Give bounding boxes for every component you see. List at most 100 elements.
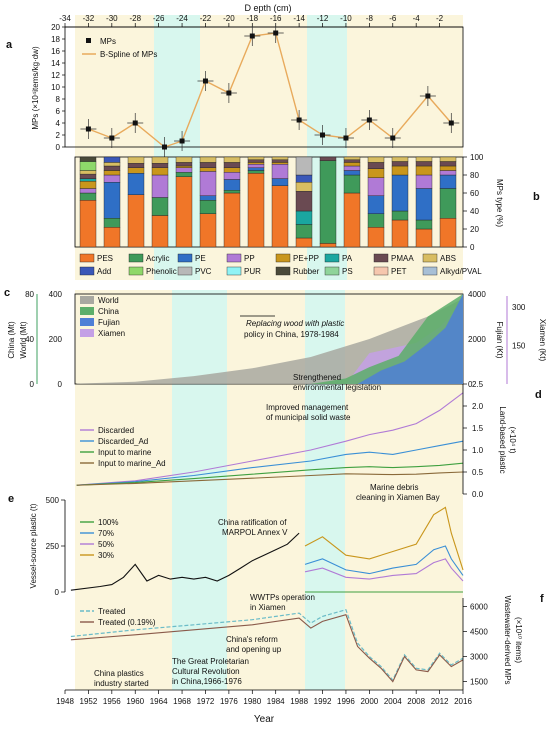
f-legend-label: Treated [98, 607, 125, 616]
bar-segment [175, 165, 193, 168]
legend-swatch [275, 253, 291, 263]
bar-segment [391, 174, 409, 212]
bar-segment [247, 170, 265, 174]
depth-tick-label: -10 [340, 14, 352, 23]
data-point [226, 90, 232, 96]
bar-segment [319, 156, 337, 161]
bar-segment [79, 178, 97, 182]
a-ytick-label: 4 [56, 119, 61, 128]
bar-segment [103, 165, 121, 171]
bar-segment [439, 217, 457, 248]
china-tick-label: 80 [25, 290, 34, 299]
f-ytick-label: 1500 [470, 678, 488, 687]
d-annotation-2: environmental legislation [293, 383, 381, 392]
d-series-line [76, 462, 464, 486]
legend-label: PA [342, 254, 353, 263]
legend-swatch [275, 266, 291, 276]
data-point [296, 117, 302, 123]
e-series-line [304, 558, 464, 582]
legend-swatch [128, 266, 144, 276]
panel-d-plot [76, 392, 464, 486]
f-ytick-label: 6000 [470, 602, 488, 611]
legend-label: Phenolic [146, 267, 177, 276]
legend-label-spline: B-Spline of MPs [100, 50, 157, 59]
bar-segment [415, 174, 433, 189]
year-tick-label: 1996 [337, 697, 355, 706]
legend-swatch [324, 253, 340, 263]
e-ytick-label: 0 [55, 588, 60, 597]
bar-segment [247, 156, 265, 160]
c-legend-swatch [80, 329, 94, 337]
xiamen-tick-label: 150 [512, 341, 526, 350]
depth-tick-label: -30 [106, 14, 118, 23]
year-tick-label: 1960 [126, 697, 144, 706]
bar-segment [103, 226, 121, 248]
bar-segment [199, 162, 217, 168]
depth-tick-label: -6 [389, 14, 397, 23]
e-annotation-2: MARPOL Annex V [222, 528, 288, 537]
world-tick-label: 400 [49, 290, 63, 299]
year-tick-label: 1956 [103, 697, 121, 706]
bar-segment [367, 168, 385, 178]
bar-segment [367, 162, 385, 169]
data-point [132, 120, 138, 126]
depth-tick-label: -12 [317, 14, 329, 23]
spline-line [88, 32, 452, 148]
bar-segment [271, 163, 289, 179]
bar-segment [415, 228, 433, 248]
depth-ticks: -34 -32 -30 -28 -26 -24 -22 -20 -18 -16 -14 -12 -10 -… [59, 14, 444, 27]
year-tick-label: 1952 [80, 697, 98, 706]
bar-segment [271, 162, 289, 165]
bar-segment [79, 156, 97, 162]
panel-b-yticks: 0 20 40 60 80 100 [463, 153, 484, 252]
e-series-line [304, 545, 464, 576]
bar-segment [247, 167, 265, 171]
legend-swatch [422, 253, 438, 263]
bar-segment [79, 170, 97, 175]
bar-segment [199, 195, 217, 201]
bar-segment [151, 163, 169, 169]
bar-segment [415, 165, 433, 176]
legend-label: PET [391, 267, 407, 276]
legend-label: PES [97, 254, 113, 263]
year-tick-label: 1972 [197, 697, 215, 706]
bar-segment [175, 162, 193, 167]
bar-segment [127, 194, 145, 248]
depth-tick-label: -28 [129, 14, 141, 23]
bar-segment [415, 156, 433, 162]
d-ytick-label: 0.0 [472, 490, 484, 499]
bar-segment [439, 156, 457, 162]
bar-segment [199, 156, 217, 163]
d-legend-label: Input to marine_Ad [98, 459, 166, 468]
fujian-ylabel: Fujian (Kt) [495, 322, 504, 359]
bar-segment [271, 156, 289, 160]
f-treated-019-line [70, 614, 464, 683]
bar-segment [271, 185, 289, 248]
depth-tick-label: -14 [293, 14, 305, 23]
bar-segment [271, 159, 289, 163]
legend-swatch [128, 253, 144, 263]
a-ytick-label: 8 [56, 95, 61, 104]
c-legend-label: Xiamen [98, 329, 125, 338]
china-ylabel: China (Mt) [7, 321, 16, 359]
bar-segment [343, 170, 361, 176]
bar-segment [151, 215, 169, 248]
d-ylabel2: (×10⁴ t) [508, 427, 517, 454]
fujian-tick-label: 2000 [468, 335, 486, 344]
year-tick-label: 1992 [314, 697, 332, 706]
d-legend-label: Discarded_Ad [98, 437, 148, 446]
d-annotation-5: Marine debris [370, 483, 418, 492]
china-tick-label: 0 [30, 380, 35, 389]
e-annotation-1: China ratification of [218, 518, 287, 527]
panel-a-yticks: 0 2 4 6 8 10 12 14 16 18 20 [51, 23, 65, 152]
a-ytick-label: 18 [51, 35, 60, 44]
year-tick-label: 1968 [173, 697, 191, 706]
bar-segment [295, 210, 313, 225]
bar-segment [439, 161, 457, 167]
d-annotation-4: of municipal solid waste [266, 413, 351, 422]
b-ytick-label: 60 [470, 189, 479, 198]
e-legend-label: 50% [98, 540, 114, 549]
legend-label: PS [342, 267, 353, 276]
